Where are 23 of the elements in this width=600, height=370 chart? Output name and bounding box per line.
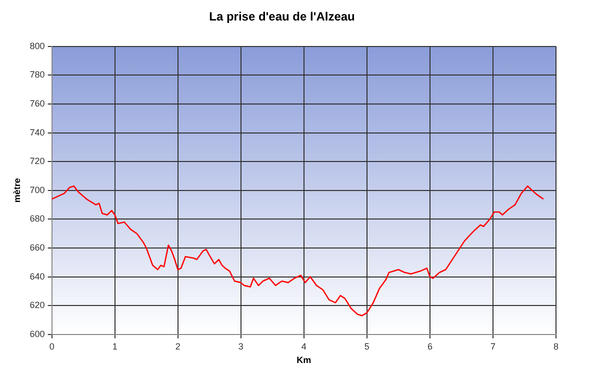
y-tick-label: 760 xyxy=(30,98,45,108)
y-tick-label: 740 xyxy=(30,127,45,138)
y-tick-label: 620 xyxy=(30,300,45,310)
y-tick-label: 700 xyxy=(30,184,45,195)
y-tick-label: 600 xyxy=(30,328,45,339)
x-tick-label: 1 xyxy=(112,341,118,352)
x-tick-label: 2 xyxy=(175,341,180,352)
y-tick-label: 720 xyxy=(30,156,45,166)
y-tick-label: 780 xyxy=(30,70,45,80)
x-tick-label: 6 xyxy=(427,341,432,352)
y-tick-label: 680 xyxy=(30,214,45,224)
x-tick-label: 5 xyxy=(364,341,370,352)
x-axis-title: Km xyxy=(296,355,312,366)
y-tick-label: 800 xyxy=(30,40,45,51)
y-tick-label: 660 xyxy=(30,242,45,252)
y-tick-label: 640 xyxy=(30,271,45,282)
x-tick-label: 3 xyxy=(238,341,244,352)
x-tick-label: 8 xyxy=(553,341,559,352)
chart-title: La prise d'eau de l'Alzeau xyxy=(209,10,355,24)
y-axis-title: mètre xyxy=(12,178,22,203)
x-tick-label: 0 xyxy=(49,341,54,352)
x-tick-label: 7 xyxy=(490,341,496,352)
x-tick-label: 4 xyxy=(301,341,306,352)
